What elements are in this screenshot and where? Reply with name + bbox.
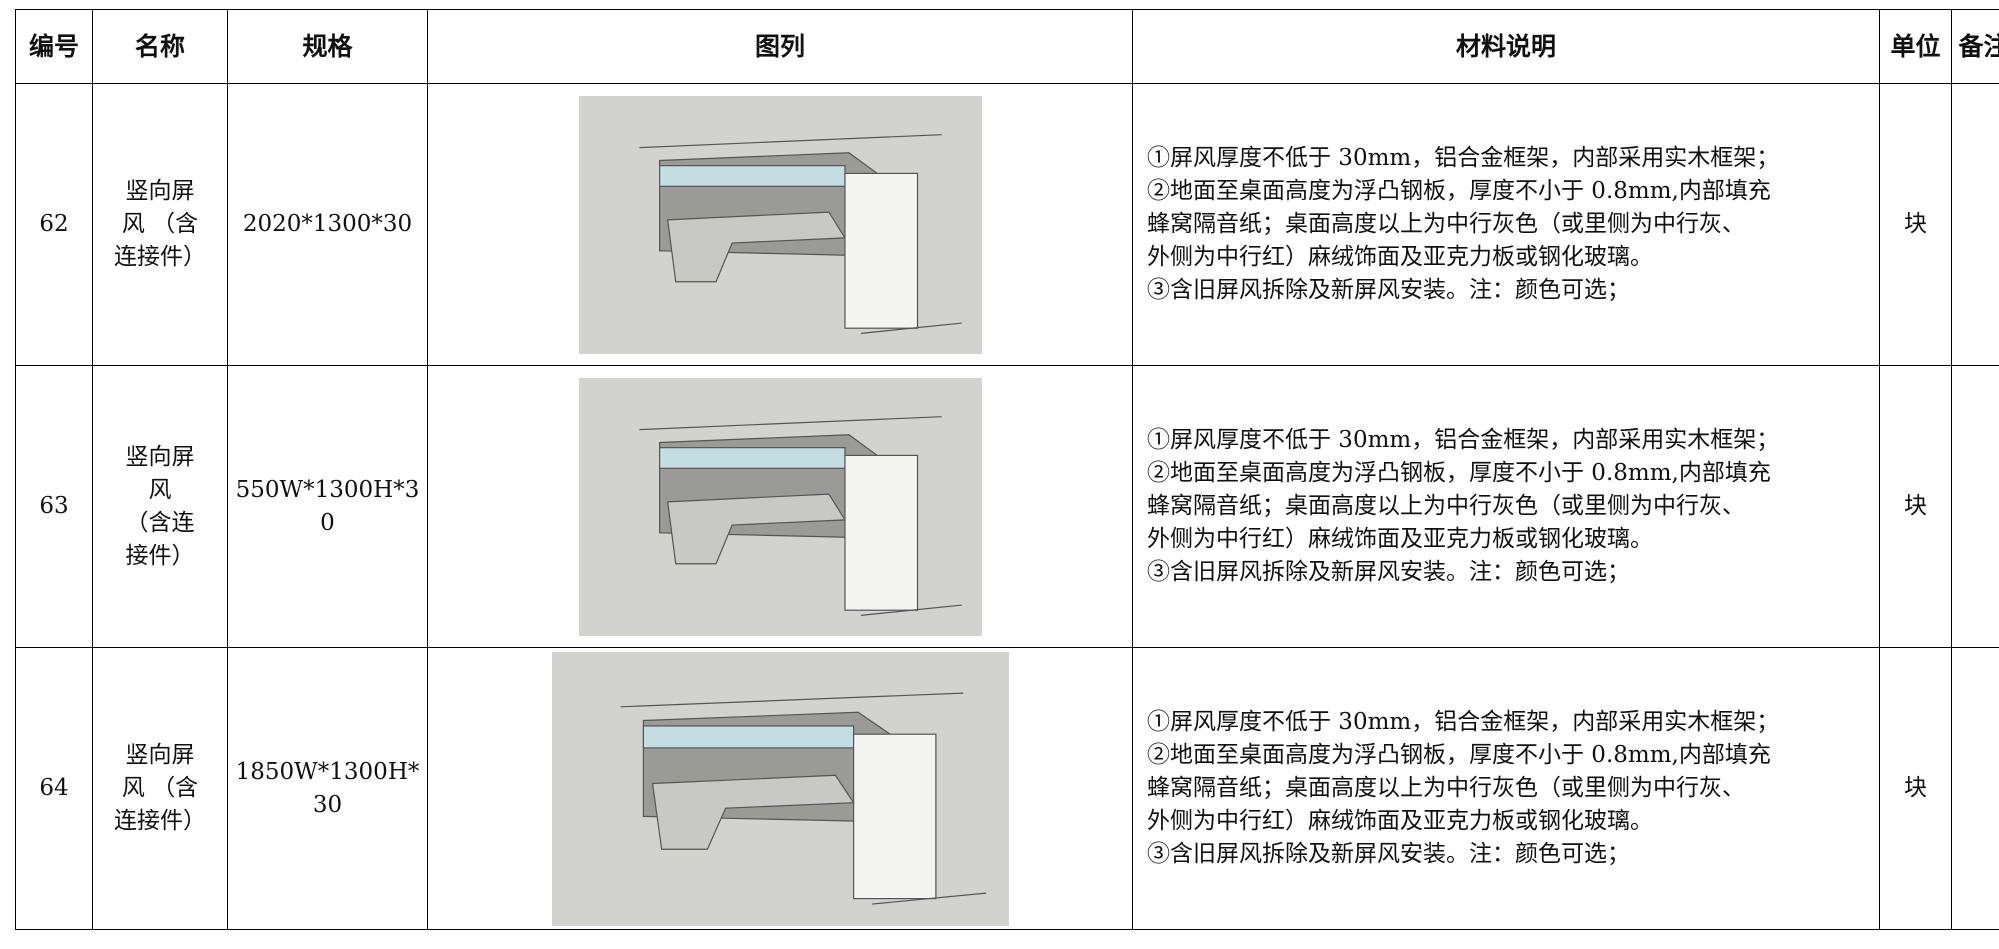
name-line: 竖向屏 <box>125 742 195 768</box>
description-line: ③含旧屏风拆除及新屏风安装。注：颜色可选； <box>1147 559 1630 585</box>
item-number: 64 <box>15 647 93 930</box>
table-row: 62 竖向屏风 （含 连接件） 2020*1300*30 ①屏风厚度不低于 30mm，… <box>15 83 1999 366</box>
header-cell: 备注 <box>1951 9 1999 84</box>
name-line: 连接件） <box>114 808 206 834</box>
item-note <box>1951 365 1999 648</box>
item-note <box>1951 83 1999 366</box>
furniture-image <box>551 651 1009 926</box>
name-line: （含连 <box>125 509 195 536</box>
name-line: 风 <box>148 476 172 503</box>
image-cell <box>427 647 1133 930</box>
item-spec: 2020*1300*30 <box>227 83 428 366</box>
image-cell <box>427 83 1133 366</box>
description-line: 外侧为中行红）麻绒饰面及亚克力板或钢化玻璃。 <box>1147 244 1653 270</box>
spec-line: 0 <box>320 509 335 536</box>
spec-line: 30 <box>312 791 343 818</box>
header-cell: 图列 <box>427 9 1133 84</box>
item-spec: 1850W*1300H* 30 <box>227 647 428 930</box>
description-line: 外侧为中行红）麻绒饰面及亚克力板或钢化玻璃。 <box>1147 526 1653 552</box>
name-line: 竖向屏 <box>125 178 195 204</box>
item-note <box>1951 647 1999 930</box>
spec-table: 编号 名称 规格 图列 材料说明 单位 备注 62 竖向屏风 （含 连接件） 2020*1300*… <box>15 9 1999 930</box>
item-spec: 550W*1300H*3 0 <box>227 365 428 648</box>
header-cell: 规格 <box>227 9 428 84</box>
item-name: 竖向屏风 （含连接件） <box>92 647 228 930</box>
description-line: 蜂窝隔音纸；桌面高度以上为中行灰色（或里侧为中行灰、 <box>1147 493 1745 519</box>
header-row: 编号 名称 规格 图列 材料说明 单位 备注 <box>15 9 1999 84</box>
image-cell <box>427 365 1133 648</box>
name-line: 连接件） <box>114 244 206 270</box>
name-line: 竖向屏 <box>125 443 195 470</box>
item-unit: 块 <box>1879 365 1952 648</box>
item-name: 竖向屏风 （含连接件） <box>92 365 228 648</box>
description-line: ①屏风厚度不低于 30mm，铝合金框架，内部采用实木框架； <box>1147 427 1780 453</box>
furniture-image <box>578 377 982 636</box>
item-unit: 块 <box>1879 647 1952 930</box>
item-unit: 块 <box>1879 83 1952 366</box>
name-line: 接件） <box>125 542 195 569</box>
description-line: ②地面至桌面高度为浮凸钢板，厚度不小于 0.8mm,内部填充 <box>1147 460 1771 486</box>
description-line: 蜂窝隔音纸；桌面高度以上为中行灰色（或里侧为中行灰、 <box>1147 775 1745 801</box>
item-description: ①屏风厚度不低于 30mm，铝合金框架，内部采用实木框架； ②地面至桌面高度为浮凸… <box>1132 647 1880 930</box>
description-line: ③含旧屏风拆除及新屏风安装。注：颜色可选； <box>1147 277 1630 303</box>
name-line: 风 （含 <box>121 775 199 801</box>
name-line: 风 （含 <box>121 211 199 237</box>
header-cell: 名称 <box>92 9 228 84</box>
spec-line: 550W*1300H*3 <box>235 476 420 503</box>
table-body: 62 竖向屏风 （含 连接件） 2020*1300*30 ①屏风厚度不低于 30mm，… <box>15 83 1999 930</box>
header-cell: 编号 <box>15 9 93 84</box>
spec-line: 2020*1300*30 <box>242 211 413 237</box>
item-description: ①屏风厚度不低于 30mm，铝合金框架，内部采用实木框架； ②地面至桌面高度为浮凸… <box>1132 365 1880 648</box>
header-cell: 材料说明 <box>1132 9 1880 84</box>
description-line: ①屏风厚度不低于 30mm，铝合金框架，内部采用实木框架； <box>1147 709 1780 735</box>
table-row: 63 竖向屏风 （含连接件） 550W*1300H*3 0 ①屏风厚度不低于 30mm，… <box>15 365 1999 648</box>
table-row: 64 竖向屏风 （含 连接件） 1850W*1300H* 30 ①屏风厚度不低于 30m… <box>15 647 1999 930</box>
description-line: 外侧为中行红）麻绒饰面及亚克力板或钢化玻璃。 <box>1147 808 1653 834</box>
description-line: ②地面至桌面高度为浮凸钢板，厚度不小于 0.8mm,内部填充 <box>1147 742 1771 768</box>
furniture-image <box>578 95 982 354</box>
description-line: ①屏风厚度不低于 30mm，铝合金框架，内部采用实木框架； <box>1147 145 1780 171</box>
description-line: ②地面至桌面高度为浮凸钢板，厚度不小于 0.8mm,内部填充 <box>1147 178 1771 204</box>
item-name: 竖向屏风 （含连接件） <box>92 83 228 366</box>
item-number: 63 <box>15 365 93 648</box>
item-description: ①屏风厚度不低于 30mm，铝合金框架，内部采用实木框架； ②地面至桌面高度为浮凸… <box>1132 83 1880 366</box>
description-line: ③含旧屏风拆除及新屏风安装。注：颜色可选； <box>1147 841 1630 867</box>
item-number: 62 <box>15 83 93 366</box>
header-cell: 单位 <box>1879 9 1952 84</box>
spec-line: 1850W*1300H* <box>235 758 420 785</box>
description-line: 蜂窝隔音纸；桌面高度以上为中行灰色（或里侧为中行灰、 <box>1147 211 1745 237</box>
